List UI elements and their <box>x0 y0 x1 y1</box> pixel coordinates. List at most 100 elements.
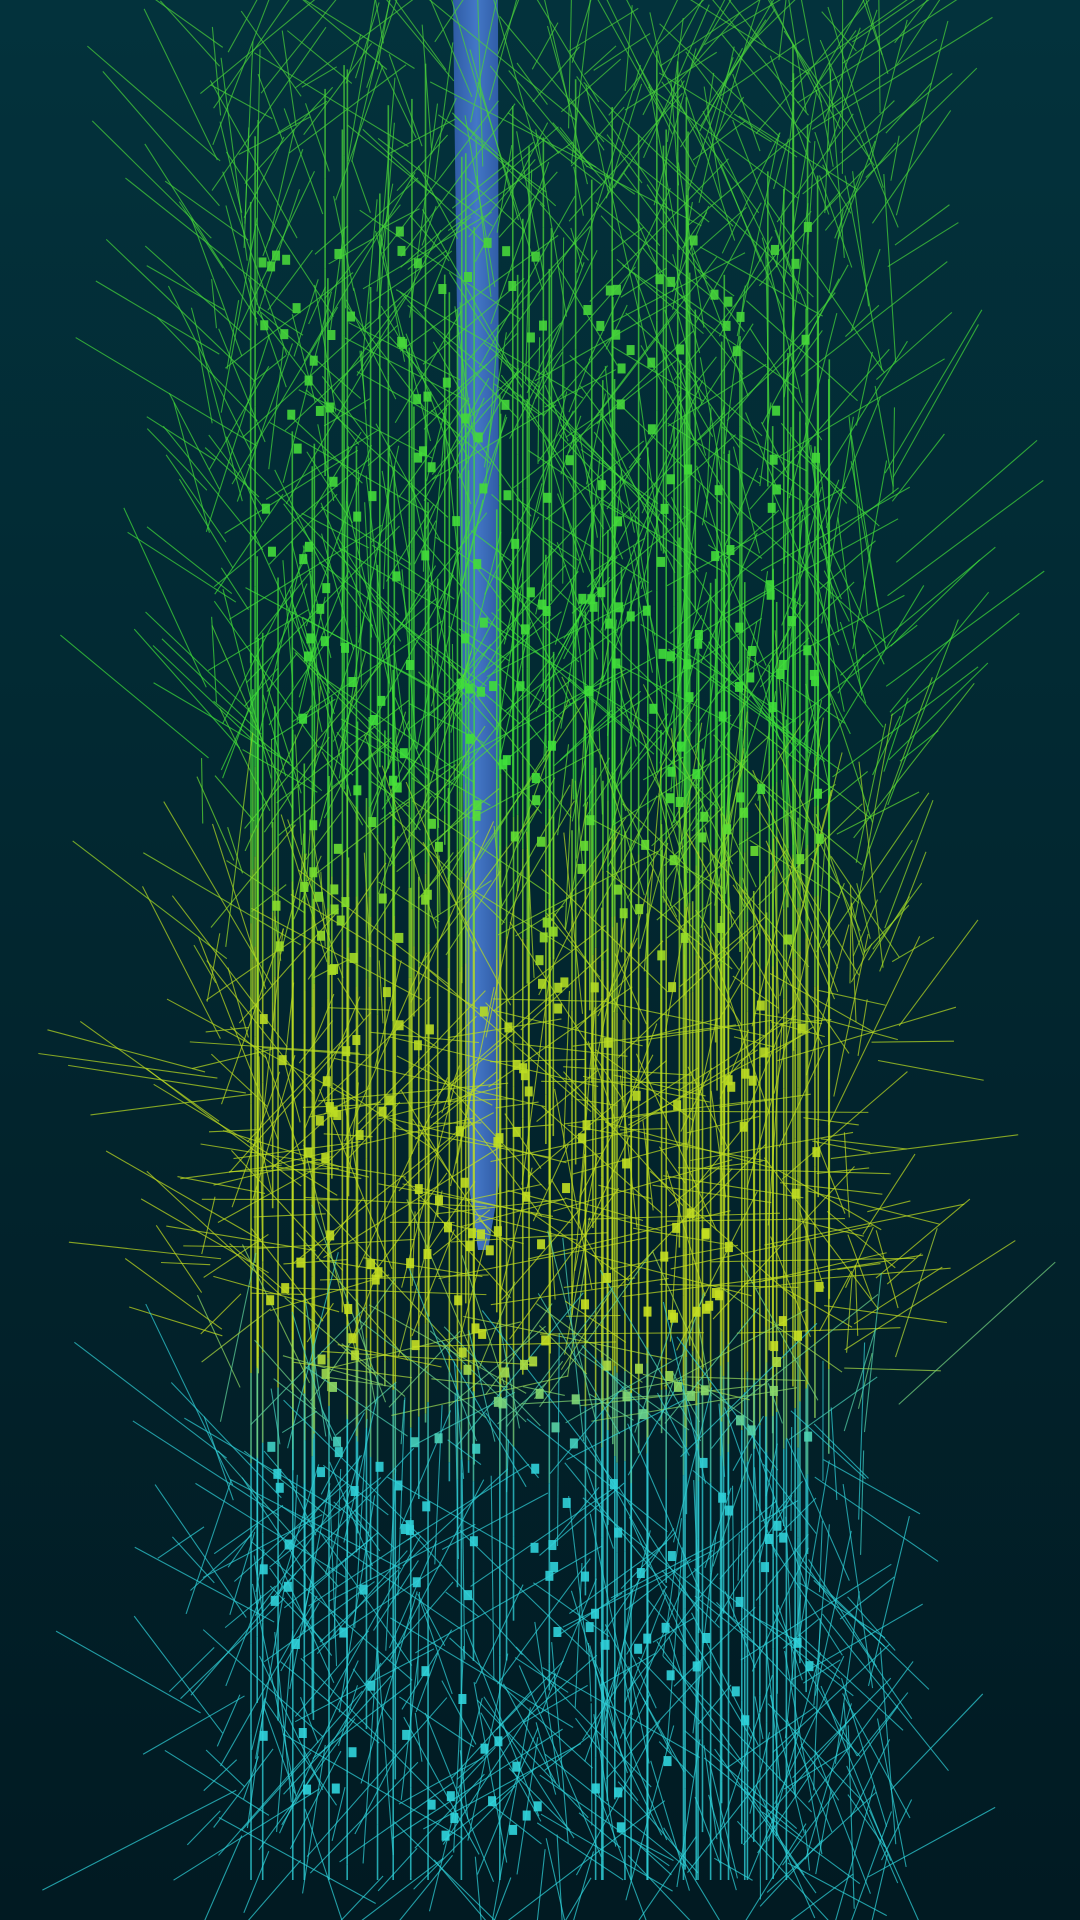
node <box>522 1810 531 1821</box>
branch <box>430 97 457 155</box>
branch <box>694 601 807 789</box>
branch <box>306 451 353 524</box>
branch <box>879 839 913 893</box>
branch <box>308 286 326 325</box>
branch <box>685 831 778 1000</box>
branch <box>386 0 455 82</box>
branch <box>858 761 884 968</box>
node <box>770 1341 779 1352</box>
branch <box>370 1031 480 1044</box>
branch <box>664 1307 760 1424</box>
node <box>680 932 689 943</box>
node <box>309 355 318 366</box>
branch <box>707 544 803 607</box>
branch <box>481 1310 617 1485</box>
branch <box>469 371 519 418</box>
branch <box>254 1339 317 1410</box>
branch <box>767 1023 783 1226</box>
root-network <box>38 0 1056 1920</box>
branch <box>323 398 371 427</box>
branch <box>544 1735 591 1771</box>
branch <box>710 1090 727 1198</box>
branch <box>652 1617 695 1643</box>
branch <box>531 22 559 70</box>
branch <box>474 1584 524 1685</box>
node <box>461 413 470 424</box>
branch <box>331 742 389 788</box>
node <box>769 1385 778 1396</box>
node <box>727 1081 736 1092</box>
node <box>756 1000 765 1011</box>
branch <box>724 1591 756 1668</box>
branch <box>618 1023 658 1129</box>
branch <box>285 340 382 505</box>
branch <box>324 1455 361 1575</box>
branch <box>878 0 881 114</box>
branch <box>692 206 747 256</box>
node <box>700 811 709 822</box>
branch <box>228 1167 339 1173</box>
branch <box>711 1257 915 1263</box>
branch <box>319 1089 393 1270</box>
node <box>714 485 723 496</box>
branch <box>774 229 800 295</box>
node <box>402 1729 411 1740</box>
branch <box>605 1665 710 1780</box>
branch <box>417 1591 420 1686</box>
branch <box>414 1712 423 1762</box>
branch <box>244 667 279 707</box>
branch <box>626 786 703 899</box>
branch <box>449 1637 594 1769</box>
branch <box>800 0 834 167</box>
node <box>317 1467 326 1478</box>
node <box>524 1086 533 1097</box>
branch <box>377 1651 394 1856</box>
branch <box>561 676 654 862</box>
branch <box>776 1497 817 1538</box>
branch <box>415 1545 603 1654</box>
node <box>673 1100 682 1111</box>
branch <box>743 1254 924 1285</box>
branch <box>278 737 392 836</box>
node <box>531 773 540 784</box>
branch <box>157 1526 205 1559</box>
branch <box>303 42 373 136</box>
branch <box>544 0 589 185</box>
branch <box>557 744 570 836</box>
branch <box>573 1851 595 1920</box>
branch <box>816 1167 870 1175</box>
branch <box>221 555 307 725</box>
branch <box>522 1386 565 1396</box>
branch <box>267 249 313 311</box>
branch <box>159 0 221 67</box>
node <box>736 792 745 803</box>
branch <box>378 835 399 895</box>
branch <box>213 1156 332 1186</box>
branch <box>429 81 597 168</box>
branch <box>317 424 335 502</box>
node <box>757 784 766 795</box>
node <box>474 432 483 443</box>
branch <box>328 1376 392 1388</box>
branch <box>650 1760 690 1891</box>
branch <box>624 51 718 111</box>
branch <box>723 848 745 908</box>
branch <box>243 127 250 248</box>
branch <box>337 1344 442 1368</box>
node <box>298 1728 307 1739</box>
branch <box>782 1705 899 1866</box>
branch <box>336 731 421 831</box>
branch <box>129 1306 223 1337</box>
branch <box>607 619 617 736</box>
branch <box>651 736 769 847</box>
branch <box>225 1594 262 1687</box>
branch <box>726 753 863 866</box>
branch <box>200 1293 242 1335</box>
branch <box>747 1024 784 1111</box>
node <box>554 982 563 993</box>
node <box>347 311 356 322</box>
node <box>388 775 397 786</box>
branch <box>847 1234 873 1299</box>
node <box>597 480 606 491</box>
branch <box>824 162 871 211</box>
